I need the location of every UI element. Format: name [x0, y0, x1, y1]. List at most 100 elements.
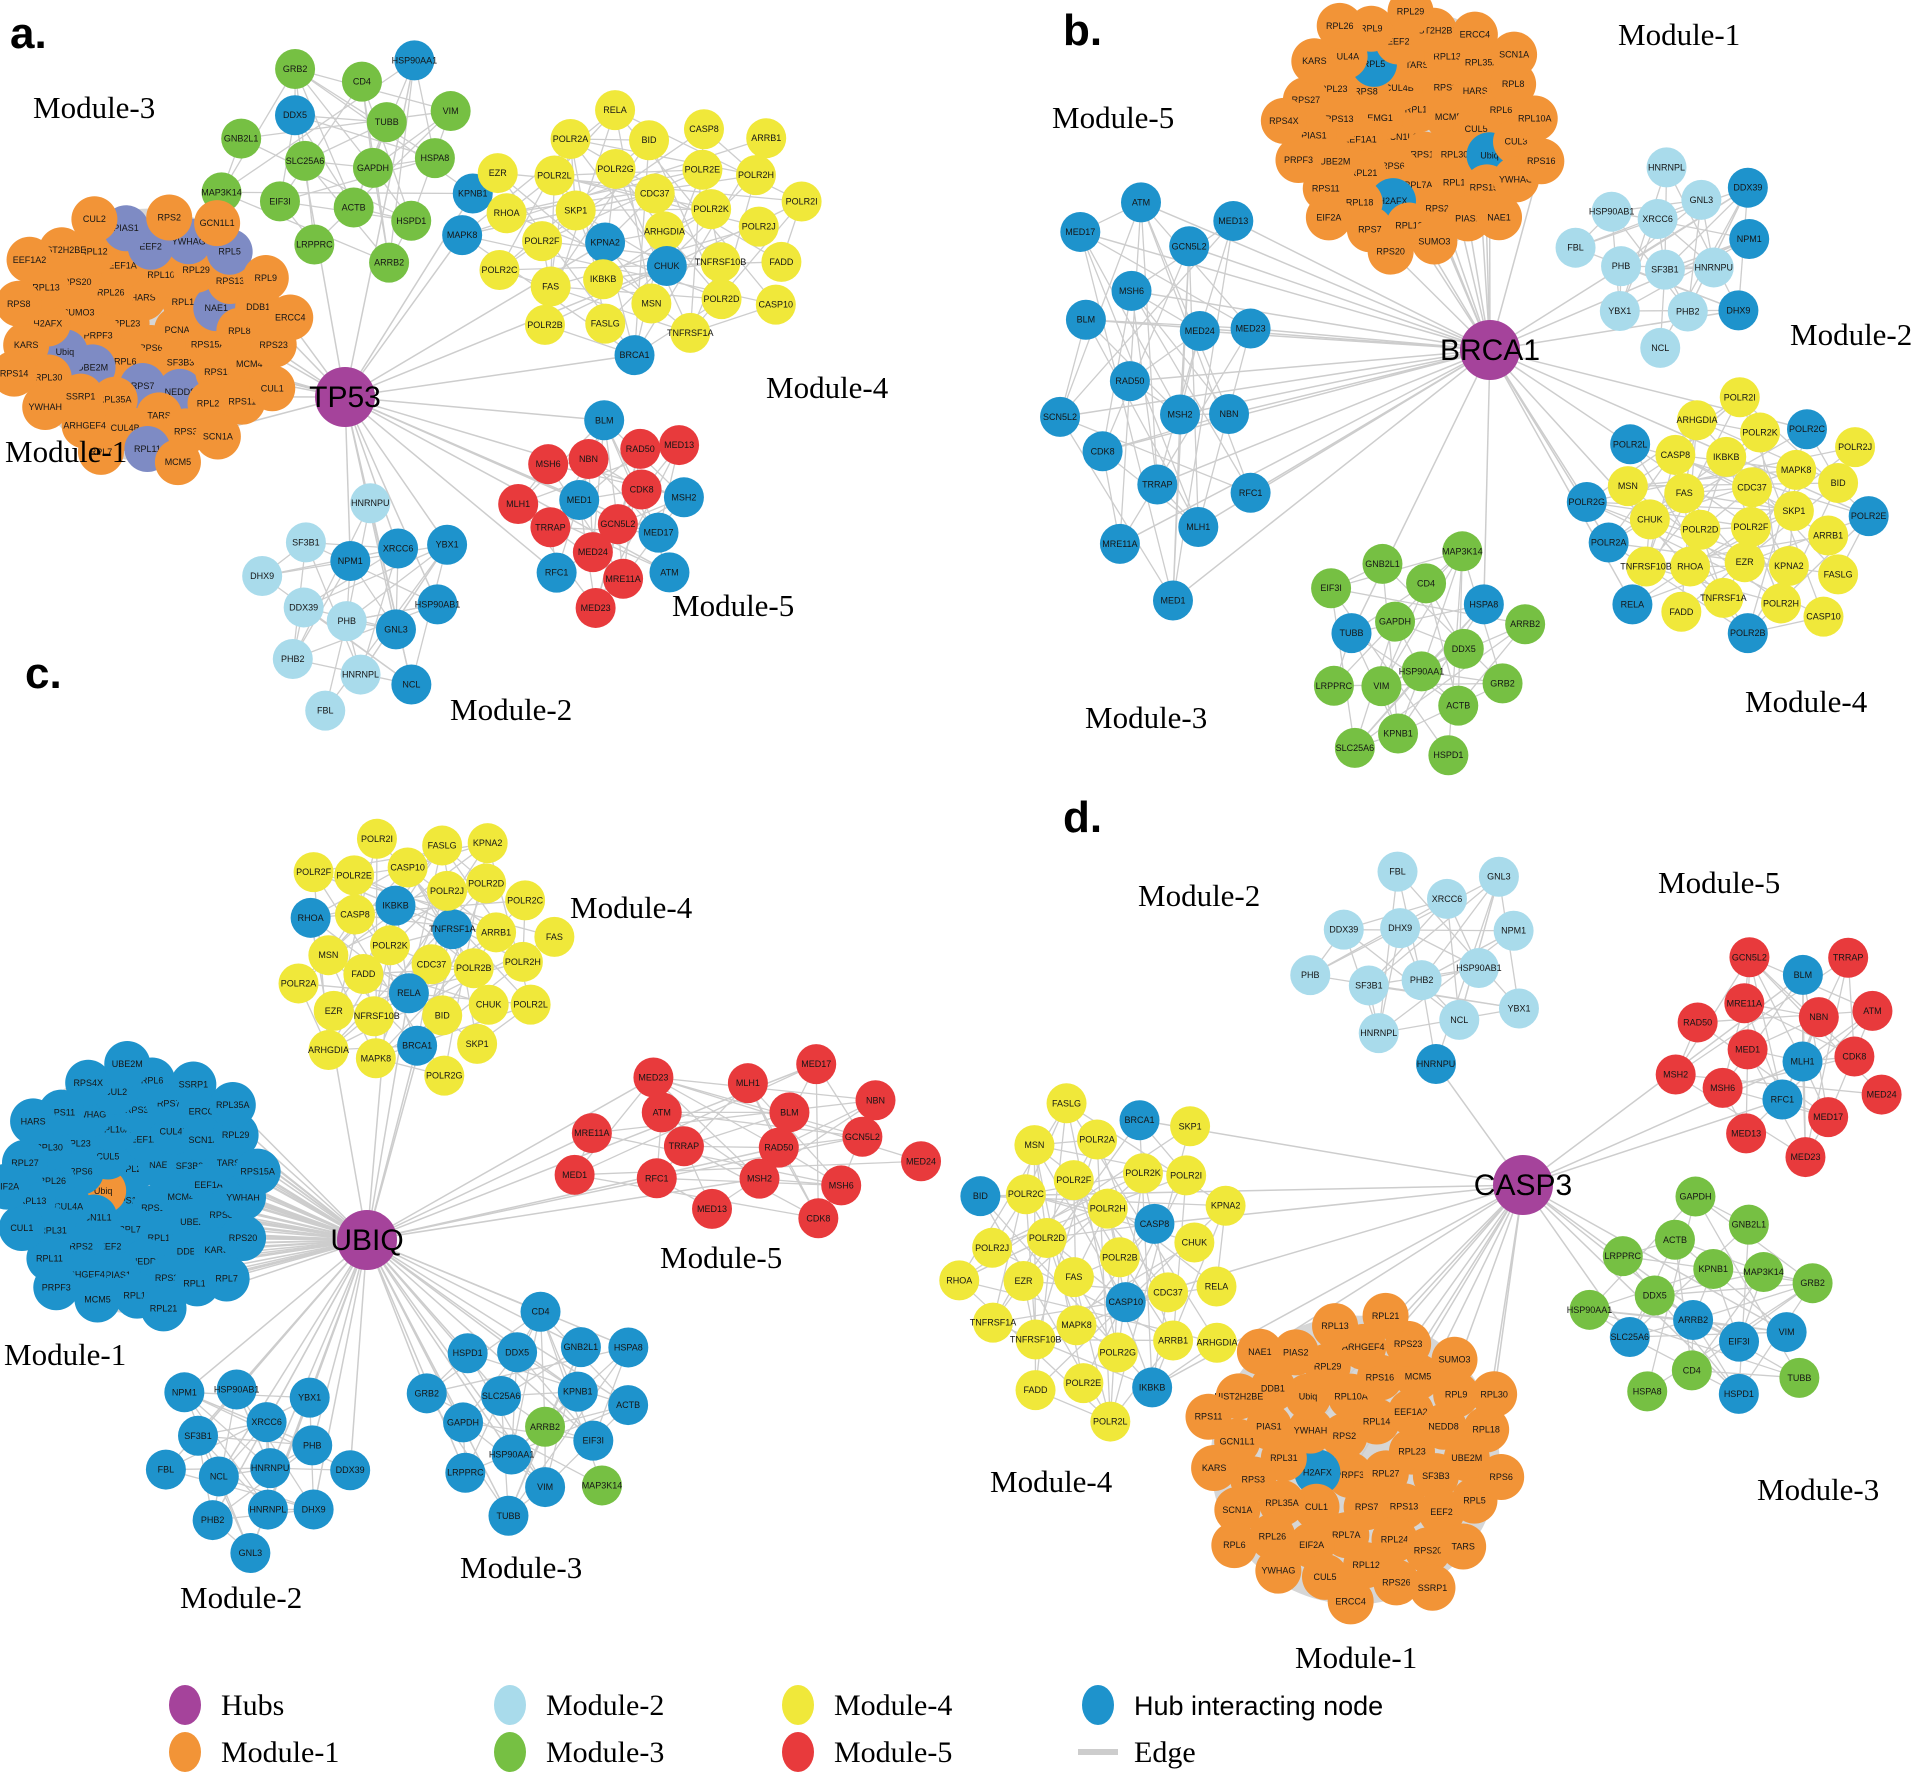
node-HSP90AB1[interactable]	[216, 1369, 257, 1410]
node-MRE11A[interactable]	[603, 558, 644, 599]
node-CHUK[interactable]	[468, 984, 509, 1025]
node-SUMO3[interactable]	[1411, 218, 1458, 265]
node-XRCC6[interactable]	[1637, 199, 1678, 240]
node-SCN5L2[interactable]	[1040, 396, 1081, 437]
node-LRPPRC[interactable]	[445, 1452, 486, 1493]
hub-node-UBIQ[interactable]	[337, 1210, 397, 1270]
node-MED23[interactable]	[1785, 1137, 1826, 1178]
node-RELA[interactable]	[388, 973, 429, 1014]
node-POLR2G[interactable]	[424, 1055, 465, 1096]
node-HNRNPU[interactable]	[350, 483, 391, 524]
node-ERCC4[interactable]	[1451, 11, 1498, 58]
node-POLR2J[interactable]	[738, 206, 779, 247]
node-MED1[interactable]	[559, 480, 600, 521]
node-VIM[interactable]	[525, 1467, 566, 1508]
node-HSPD1[interactable]	[447, 1333, 488, 1374]
node-POLR2K[interactable]	[1122, 1153, 1163, 1194]
node-BID[interactable]	[629, 120, 670, 161]
node-MLH1[interactable]	[1178, 506, 1219, 547]
node-PHB[interactable]	[1601, 246, 1642, 287]
node-SF3B1[interactable]	[178, 1415, 219, 1456]
node-POLR2J[interactable]	[1835, 427, 1876, 468]
node-POLR2G[interactable]	[595, 148, 636, 189]
node-ACTB[interactable]	[608, 1385, 649, 1426]
node-POLR2L[interactable]	[534, 155, 575, 196]
node-DDX39[interactable]	[330, 1450, 371, 1491]
node-YBX1[interactable]	[427, 524, 468, 565]
node-PHB2[interactable]	[272, 638, 313, 679]
node-HNRNPL[interactable]	[1358, 1013, 1399, 1054]
node-PRPF3[interactable]	[33, 1264, 80, 1311]
node-KPNB1[interactable]	[1693, 1248, 1734, 1289]
node-KPNB1[interactable]	[557, 1371, 598, 1412]
node-MED13[interactable]	[659, 425, 700, 466]
node-VIM[interactable]	[430, 91, 471, 132]
node-POLR2D[interactable]	[1026, 1217, 1067, 1258]
node-POLR2E[interactable]	[334, 855, 375, 896]
node-SCN1A[interactable]	[1214, 1486, 1261, 1533]
node-POLR2D[interactable]	[701, 279, 742, 320]
node-SKP1[interactable]	[457, 1023, 498, 1064]
node-GNL3[interactable]	[230, 1533, 271, 1574]
node-RAD50[interactable]	[1109, 361, 1150, 402]
node-POLR2J[interactable]	[427, 870, 468, 911]
node-POLR2F[interactable]	[293, 852, 334, 893]
node-PHB[interactable]	[1290, 955, 1331, 996]
node-EEF1A2[interactable]	[6, 236, 53, 283]
node-MAPK8[interactable]	[442, 215, 483, 256]
node-DDX39[interactable]	[1727, 167, 1768, 208]
node-FBL[interactable]	[1377, 851, 1418, 892]
node-ATM[interactable]	[641, 1092, 682, 1133]
node-RPL7[interactable]	[77, 428, 124, 475]
node-MRE11A[interactable]	[571, 1113, 612, 1154]
node-GCN1L1[interactable]	[194, 200, 241, 247]
node-HNRNPL[interactable]	[340, 654, 381, 695]
node-GAPDH[interactable]	[1675, 1176, 1716, 1217]
node-NBN[interactable]	[1798, 997, 1839, 1038]
node-CD4[interactable]	[520, 1291, 561, 1332]
node-IKBKB[interactable]	[583, 259, 624, 300]
node-DHX9[interactable]	[242, 556, 283, 597]
node-NPM1[interactable]	[330, 541, 371, 582]
node-EZR[interactable]	[477, 153, 518, 194]
node-HSPA8[interactable]	[1463, 584, 1504, 625]
node-HSP90AB1[interactable]	[1458, 948, 1499, 989]
node-RPS2[interactable]	[146, 194, 193, 241]
node-YBX1[interactable]	[1599, 290, 1640, 331]
node-HSPD1[interactable]	[1718, 1373, 1759, 1414]
node-MED23[interactable]	[575, 587, 616, 628]
node-MSN[interactable]	[631, 283, 672, 324]
node-POLR2C[interactable]	[479, 250, 520, 291]
node-GRB2[interactable]	[1482, 663, 1523, 704]
node-HSP90AB1[interactable]	[1591, 191, 1632, 232]
node-POLR2L[interactable]	[510, 984, 551, 1025]
node-POLR2G[interactable]	[1097, 1332, 1138, 1373]
node-SUMO3[interactable]	[1431, 1336, 1478, 1383]
node-FBL[interactable]	[305, 690, 346, 731]
node-RELA[interactable]	[1612, 584, 1653, 625]
node-LRPPRC[interactable]	[294, 224, 335, 265]
node-RAD50[interactable]	[1677, 1002, 1718, 1043]
node-POLR2H[interactable]	[502, 941, 543, 982]
node-NCL[interactable]	[1439, 999, 1480, 1040]
node-GRB2[interactable]	[406, 1373, 447, 1414]
node-ARHGDIA[interactable]	[1676, 400, 1717, 441]
node-ARRB2[interactable]	[369, 242, 410, 283]
node-MED17[interactable]	[1060, 211, 1101, 252]
node-POLR2C[interactable]	[505, 880, 546, 921]
node-IKBKB[interactable]	[1706, 436, 1747, 477]
hub-node-CASP3[interactable]	[1493, 1155, 1553, 1215]
node-POLR2B[interactable]	[453, 948, 494, 989]
node-SF3B1[interactable]	[285, 522, 326, 563]
node-MLH1[interactable]	[1782, 1041, 1823, 1082]
node-TUBB[interactable]	[488, 1495, 529, 1536]
node-POLR2A[interactable]	[550, 119, 591, 160]
node-HARS[interactable]	[10, 1098, 57, 1145]
node-ACTB[interactable]	[333, 187, 374, 228]
node-CHUK[interactable]	[1174, 1222, 1215, 1263]
node-SF3B1[interactable]	[1348, 965, 1389, 1006]
node-MSH6[interactable]	[528, 444, 569, 485]
node-TNFRSF1A[interactable]	[972, 1302, 1013, 1343]
node-BRCA1[interactable]	[1119, 1100, 1160, 1141]
node-MSN[interactable]	[1014, 1125, 1055, 1166]
